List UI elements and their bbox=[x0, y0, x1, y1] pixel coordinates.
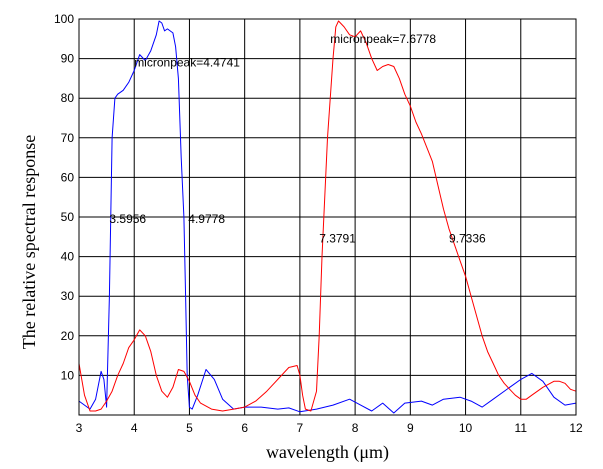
y-tick-label: 100 bbox=[54, 12, 74, 26]
x-tick-label: 5 bbox=[186, 421, 193, 435]
x-tick-label: 10 bbox=[459, 421, 473, 435]
y-tick-label: 90 bbox=[61, 52, 75, 66]
x-tick-label: 7 bbox=[297, 421, 304, 435]
plot-frame bbox=[78, 18, 577, 416]
y-tick-label: 20 bbox=[61, 329, 75, 343]
annotation-label: micronpeak=7.6778 bbox=[330, 32, 436, 46]
x-tick-label: 11 bbox=[515, 421, 528, 435]
x-tick-label: 4 bbox=[131, 421, 138, 435]
y-tick-label: 70 bbox=[61, 131, 75, 145]
y-tick-label: 40 bbox=[61, 250, 75, 264]
x-tick-label: 9 bbox=[407, 421, 414, 435]
annotation-label: micronpeak=4.4741 bbox=[134, 56, 240, 70]
y-tick-label: 10 bbox=[61, 368, 75, 382]
x-axis-label: wavelength (μm) bbox=[266, 442, 389, 463]
y-tick-label: 30 bbox=[61, 289, 75, 303]
x-tick-label: 3 bbox=[76, 421, 83, 435]
grid bbox=[79, 19, 576, 415]
x-tick-label: 12 bbox=[569, 421, 583, 435]
blue-response-line bbox=[78, 20, 577, 414]
annotation-label: 3.5956 bbox=[109, 212, 146, 226]
tick-labels: 3 4 5 6 7 8 9 10 11 12 10 20 30 40 50 60 70 80 90 100 bbox=[54, 12, 583, 435]
annotation-label: 7.3791 bbox=[319, 232, 356, 246]
x-tick-label: 6 bbox=[241, 421, 248, 435]
y-axis-label: The relative spectral response bbox=[19, 135, 39, 349]
y-tick-label: 50 bbox=[61, 210, 75, 224]
x-tick-label: 8 bbox=[352, 421, 359, 435]
red-response-line bbox=[78, 20, 577, 412]
annotation-layer: micronpeak=4.4741 micronpeak=7.6778 3.5956… bbox=[109, 32, 486, 246]
series-layer bbox=[78, 20, 577, 414]
annotation-label: 4.9778 bbox=[188, 212, 225, 226]
y-tick-label: 60 bbox=[61, 170, 75, 184]
annotation-label: 9.7336 bbox=[449, 232, 486, 246]
y-tick-label: 80 bbox=[61, 91, 75, 105]
